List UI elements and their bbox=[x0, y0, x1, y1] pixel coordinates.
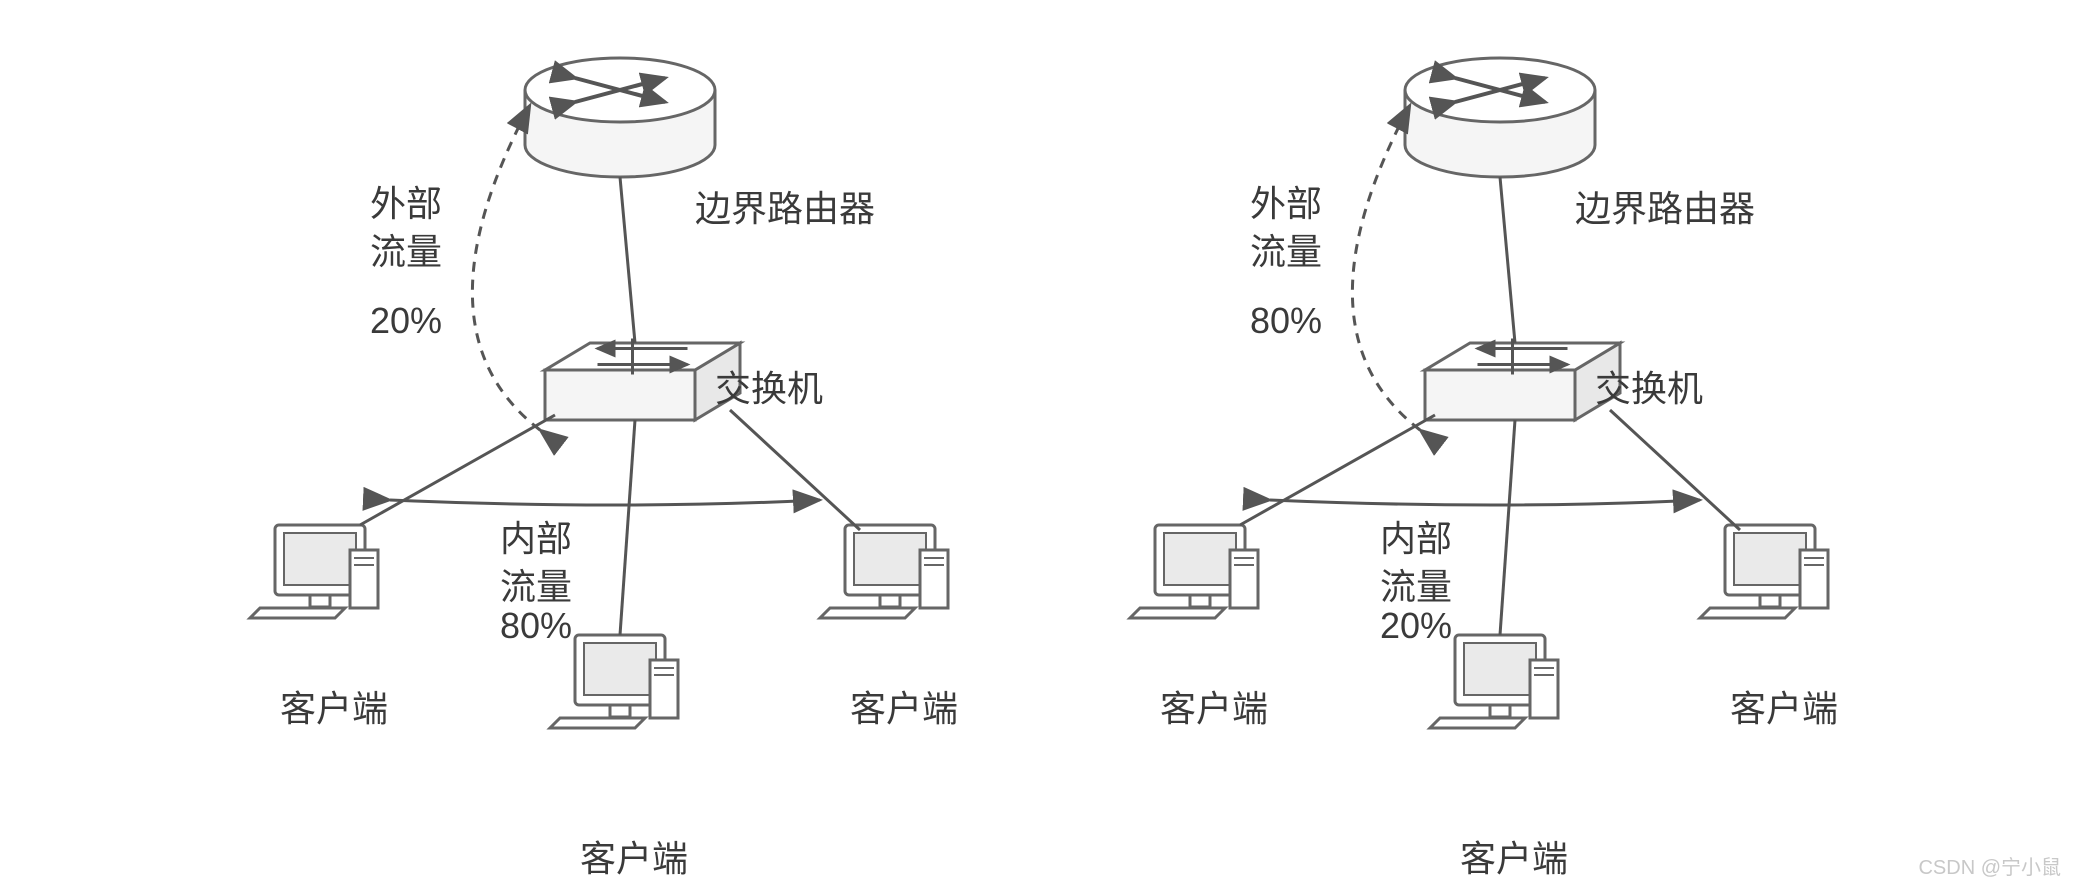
client-center-label-0: 客户端 bbox=[580, 830, 688, 882]
internal-label-l2-1: 流量 bbox=[1380, 558, 1452, 610]
client-left-label-0: 客户端 bbox=[280, 680, 388, 732]
switch-label-0: 交换机 bbox=[715, 360, 823, 412]
diagram-canvas: CSDN @宁小鼠 外部流量20%内部流量80%边界路由器交换机客户端客户端客户… bbox=[0, 0, 2081, 890]
internal-label-l2-0: 流量 bbox=[500, 558, 572, 610]
internal-pct-0: 80% bbox=[500, 605, 572, 647]
client-left-label-1: 客户端 bbox=[1160, 680, 1268, 732]
internal-pct-1: 20% bbox=[1380, 605, 1452, 647]
external-label-l1-0: 外部 bbox=[370, 175, 442, 227]
switch-label-1: 交换机 bbox=[1595, 360, 1703, 412]
external-label-l2-1: 流量 bbox=[1250, 223, 1322, 275]
client-right-label-1: 客户端 bbox=[1730, 680, 1838, 732]
external-label-l2-0: 流量 bbox=[370, 223, 442, 275]
client-center-label-1: 客户端 bbox=[1460, 830, 1568, 882]
network-svg bbox=[0, 0, 2081, 890]
internal-label-l1-0: 内部 bbox=[500, 510, 572, 562]
external-pct-0: 20% bbox=[370, 300, 442, 342]
watermark: CSDN @宁小鼠 bbox=[1918, 851, 2061, 880]
external-pct-1: 80% bbox=[1250, 300, 1322, 342]
router-label-0: 边界路由器 bbox=[695, 180, 875, 232]
router-label-1: 边界路由器 bbox=[1575, 180, 1755, 232]
internal-label-l1-1: 内部 bbox=[1380, 510, 1452, 562]
external-label-l1-1: 外部 bbox=[1250, 175, 1322, 227]
client-right-label-0: 客户端 bbox=[850, 680, 958, 732]
